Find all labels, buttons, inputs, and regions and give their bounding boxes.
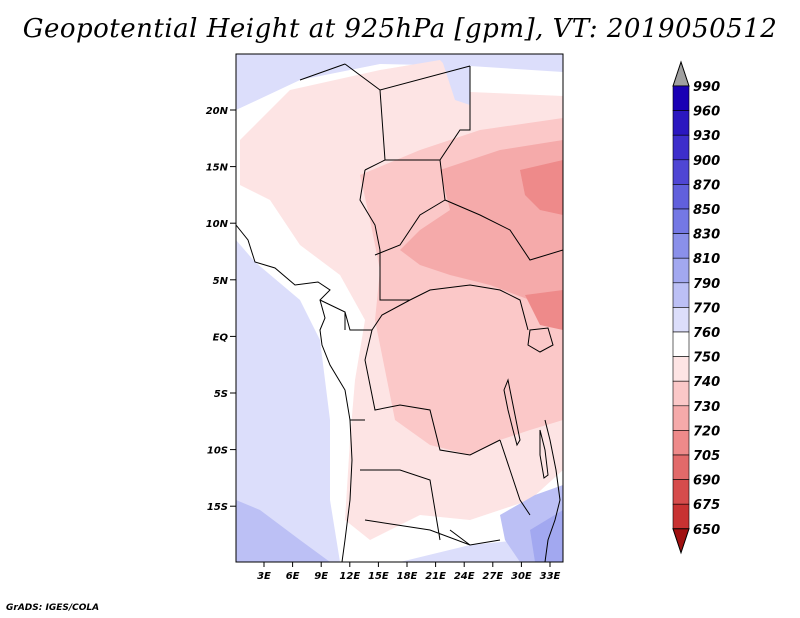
coastline-west — [236, 224, 353, 562]
colorbar-top-arrow — [672, 60, 690, 87]
contour-730-720 — [520, 160, 563, 215]
colorbar-swatch — [672, 159, 690, 185]
colorbar-swatch — [672, 110, 690, 136]
colorbar-label: 990 — [693, 80, 720, 95]
lat-tick-label: 20N — [206, 106, 229, 117]
lon-tick-label: 15E — [368, 571, 389, 582]
colorbar-swatch — [672, 356, 690, 382]
colorbar-label: 760 — [693, 326, 720, 341]
lat-tick-label: 5S — [214, 389, 228, 400]
contour-ne-patch — [440, 54, 470, 105]
lon-tick-label: 30E — [511, 571, 532, 582]
lon-tick-label: 21E — [425, 571, 446, 582]
colorbar-bottom-arrow — [672, 528, 690, 555]
lon-tick-label: 3E — [257, 571, 271, 582]
colorbar-label: 705 — [693, 449, 720, 464]
colorbar-label: 650 — [693, 523, 720, 538]
longitude-axis: 3E 6E 9E 12E 15E 18E 21E 24E 27E 30E 33E — [257, 562, 561, 582]
lake-tanganyika — [503, 378, 521, 447]
colorbar-swatch — [672, 208, 690, 234]
colorbar-swatch — [672, 134, 690, 161]
colorbar-label: 900 — [693, 154, 720, 169]
latitude-axis: 20N 15N 10N 5N EQ 5S 10S 15S — [206, 106, 236, 513]
colorbar-swatch — [672, 405, 690, 431]
colorbar-label: 870 — [693, 178, 720, 193]
lat-tick-label: EQ — [213, 332, 229, 343]
colorbar-label: 675 — [693, 498, 720, 513]
lake-victoria — [527, 327, 554, 353]
colorbar-swatch — [672, 184, 690, 210]
lon-tick-label: 27E — [482, 571, 503, 582]
colorbar-label: 850 — [693, 203, 720, 218]
contour-sw-ocean — [236, 500, 330, 562]
colorbar-label: 810 — [693, 252, 720, 267]
colorbar-swatch — [672, 430, 690, 456]
colorbar-label: 830 — [693, 228, 720, 243]
coastline-east — [544, 419, 561, 562]
lat-tick-label: 10S — [207, 446, 228, 457]
map-frame — [235, 53, 564, 563]
colorbar-label: 720 — [693, 424, 720, 439]
colorbar: 990 960 930 900 870 850 830 810 790 770 760 750 740 7… — [672, 60, 720, 555]
colorbar-label: 730 — [693, 400, 720, 415]
map-title: Geopotential Height at 925hPa [gpm], VT:… — [22, 14, 778, 44]
contour-east-patch — [525, 290, 563, 330]
colorbar-swatch — [672, 307, 690, 333]
colorbar-label: 790 — [693, 277, 720, 292]
colorbar-swatch — [672, 331, 690, 357]
lat-tick-label: 15S — [207, 502, 228, 513]
lon-tick-label: 33E — [540, 571, 561, 582]
lake-malawi — [539, 429, 549, 479]
colorbar-label: 750 — [693, 351, 720, 366]
colorbar-swatch — [672, 85, 690, 111]
lon-tick-label: 12E — [339, 571, 360, 582]
lon-tick-label: 18E — [397, 571, 418, 582]
colorbar-swatch — [672, 454, 690, 480]
lon-tick-label: 9E — [314, 571, 328, 582]
colorbar-swatch — [672, 503, 690, 530]
colorbar-swatch — [672, 233, 690, 259]
contour-810-790 — [530, 510, 563, 562]
lon-tick-label: 24E — [454, 571, 475, 582]
colorbar-label: 930 — [693, 129, 720, 144]
credit-label: GrADS: IGES/COLA — [6, 603, 100, 613]
colorbar-label: 960 — [693, 105, 720, 120]
coastlines-borders — [236, 63, 563, 562]
colorbar-label: 770 — [693, 301, 720, 316]
colorbar-label: 740 — [693, 375, 720, 390]
contour-740-730 — [400, 140, 563, 310]
colorbar-swatch — [672, 282, 690, 308]
colorbar-swatch — [672, 257, 690, 284]
height-field — [236, 54, 563, 562]
lat-tick-label: 10N — [206, 219, 229, 230]
lat-tick-label: 15N — [206, 163, 229, 174]
lat-tick-label: 5N — [213, 276, 229, 287]
colorbar-label: 690 — [693, 474, 720, 489]
colorbar-swatch — [672, 479, 690, 505]
colorbar-swatch — [672, 380, 690, 407]
lon-tick-label: 6E — [286, 571, 300, 582]
borders — [299, 63, 563, 546]
